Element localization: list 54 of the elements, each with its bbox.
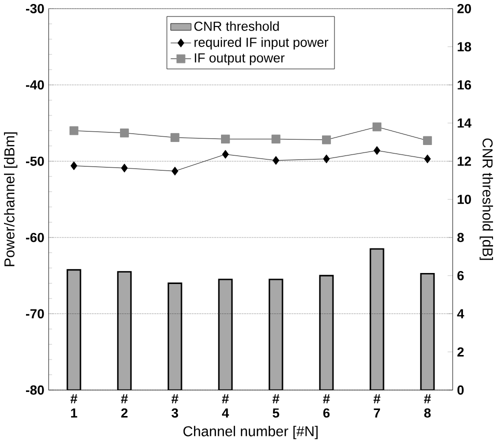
legend-label: CNR threshold bbox=[194, 21, 279, 31]
point bbox=[221, 134, 230, 144]
x-tick-label: # 6 bbox=[323, 394, 330, 418]
y2-tick-label: 4 bbox=[457, 309, 464, 318]
x-tick-label: # 7 bbox=[374, 394, 380, 418]
y2-tick-label: 20 bbox=[457, 4, 471, 14]
point bbox=[121, 164, 128, 172]
x-tick-label: # 4 bbox=[222, 394, 229, 418]
y2-tick-label: 0 bbox=[457, 385, 464, 395]
point bbox=[70, 161, 78, 170]
y2-tick-label: 12 bbox=[458, 156, 471, 166]
point bbox=[222, 150, 229, 159]
bar bbox=[218, 278, 233, 390]
bar bbox=[420, 272, 435, 390]
y-tick-label: -50 bbox=[26, 156, 44, 166]
point bbox=[172, 166, 178, 176]
legend-label: required IF input power bbox=[194, 37, 328, 50]
bar bbox=[168, 282, 182, 390]
y-tick-label: -60 bbox=[26, 232, 44, 242]
bar bbox=[370, 248, 384, 390]
point bbox=[424, 154, 431, 164]
y2-axis-title: CNR threshold [dB] bbox=[480, 138, 494, 260]
y-tick-label: -70 bbox=[26, 309, 44, 318]
x-tick-label: # 5 bbox=[272, 394, 280, 418]
point bbox=[70, 126, 78, 136]
point bbox=[374, 146, 380, 155]
legend-label: IF output power bbox=[194, 53, 285, 66]
y-tick-label: -40 bbox=[26, 80, 44, 90]
point bbox=[372, 122, 382, 132]
point bbox=[272, 134, 280, 144]
y2-tick-label: 16 bbox=[458, 80, 472, 90]
point bbox=[323, 154, 330, 164]
y2-tick-label: 6 bbox=[457, 270, 464, 280]
y-tick-label: -80 bbox=[26, 385, 44, 395]
x-tick-label: # 2 bbox=[120, 394, 128, 418]
x-tick-label: # 8 bbox=[424, 394, 431, 418]
bar bbox=[319, 274, 334, 390]
x-tick-label: # 1 bbox=[70, 394, 78, 418]
y-tick-label: -30 bbox=[26, 4, 44, 14]
y2-tick-label: 10 bbox=[458, 194, 471, 204]
point bbox=[272, 156, 280, 165]
bar bbox=[268, 278, 284, 390]
y2-tick-label: 14 bbox=[458, 118, 472, 128]
y-axis-title: Power/channel [dBm] bbox=[4, 132, 18, 266]
x-axis-title: Channel number [#N] bbox=[183, 426, 318, 440]
x-tick-label: # 3 bbox=[172, 394, 178, 418]
point bbox=[322, 135, 331, 144]
y2-tick-label: 8 bbox=[457, 232, 464, 242]
bar bbox=[117, 271, 132, 390]
point bbox=[423, 136, 432, 145]
y2-tick-label: 2 bbox=[457, 347, 464, 356]
y2-tick-label: 18 bbox=[458, 42, 472, 52]
point bbox=[170, 133, 180, 142]
point bbox=[120, 128, 129, 138]
